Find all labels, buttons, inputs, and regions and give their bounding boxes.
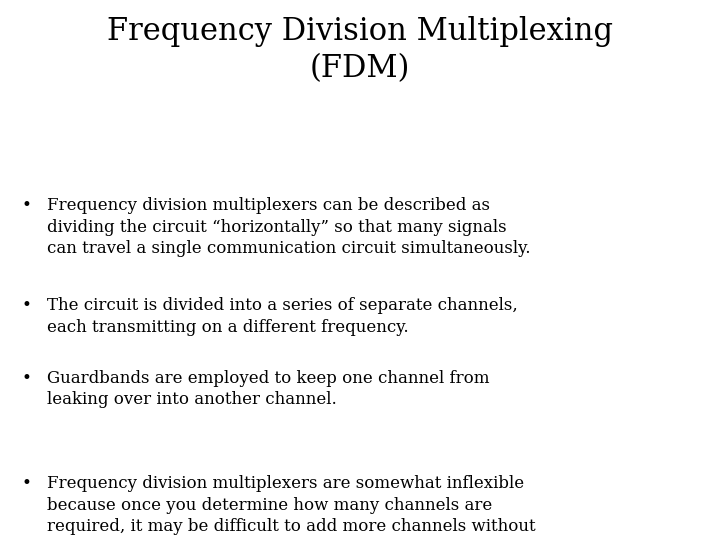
Text: •: •: [22, 297, 32, 314]
Text: Frequency division multiplexers are somewhat inflexible
because once you determi: Frequency division multiplexers are some…: [47, 475, 536, 540]
Text: The circuit is divided into a series of separate channels,
each transmitting on : The circuit is divided into a series of …: [47, 297, 518, 335]
Text: Guardbands are employed to keep one channel from
leaking over into another chann: Guardbands are employed to keep one chan…: [47, 370, 490, 408]
Text: •: •: [22, 370, 32, 387]
Text: •: •: [22, 475, 32, 492]
Text: Frequency division multiplexers can be described as
dividing the circuit “horizo: Frequency division multiplexers can be d…: [47, 197, 531, 257]
Text: Frequency Division Multiplexing
(FDM): Frequency Division Multiplexing (FDM): [107, 16, 613, 84]
Text: •: •: [22, 197, 32, 214]
